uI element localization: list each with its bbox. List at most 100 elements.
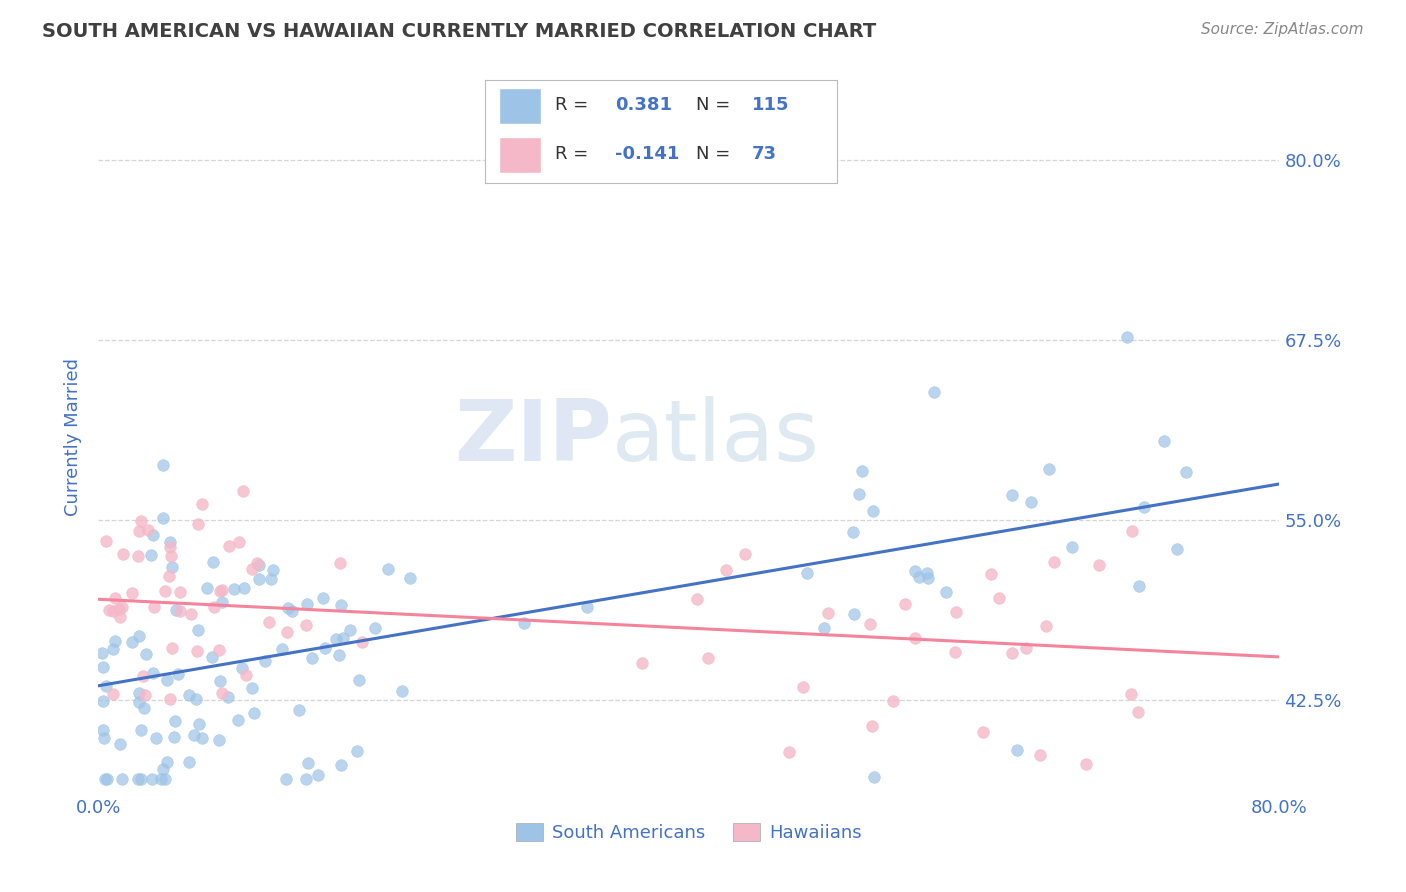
Point	[135, 647, 157, 661]
Point	[111, 547, 134, 561]
Point	[1001, 488, 1024, 502]
Point	[295, 597, 318, 611]
Point	[211, 582, 233, 597]
Point	[274, 772, 297, 787]
Point	[576, 599, 599, 614]
Point	[1128, 579, 1150, 593]
Point	[844, 607, 866, 621]
Point	[325, 632, 347, 646]
Point	[734, 547, 756, 561]
Point	[276, 624, 298, 639]
Point	[101, 604, 124, 618]
Point	[347, 673, 370, 687]
Text: R =: R =	[555, 145, 595, 162]
Point	[128, 629, 150, 643]
Point	[156, 756, 179, 770]
Point	[247, 558, 270, 573]
Point	[136, 523, 159, 537]
Point	[922, 385, 945, 400]
Text: SOUTH AMERICAN VS HAWAIIAN CURRENTLY MARRIED CORRELATION CHART: SOUTH AMERICAN VS HAWAIIAN CURRENTLY MAR…	[42, 22, 876, 41]
Point	[150, 772, 173, 787]
Point	[1119, 687, 1142, 701]
Point	[232, 484, 254, 499]
Text: R =: R =	[555, 96, 595, 114]
Point	[243, 706, 266, 721]
Point	[111, 600, 134, 615]
Point	[277, 601, 299, 615]
Point	[132, 669, 155, 683]
Point	[851, 464, 873, 478]
Point	[1121, 524, 1143, 539]
Point	[1038, 462, 1060, 476]
Point	[195, 582, 218, 596]
Point	[142, 600, 165, 615]
Point	[97, 603, 120, 617]
Point	[254, 654, 277, 668]
Point	[512, 616, 534, 631]
Text: Source: ZipAtlas.com: Source: ZipAtlas.com	[1201, 22, 1364, 37]
Point	[894, 598, 917, 612]
Point	[156, 673, 179, 687]
Point	[142, 528, 165, 542]
Point	[159, 692, 181, 706]
Point	[94, 679, 117, 693]
Point	[165, 603, 187, 617]
Point	[128, 695, 150, 709]
Point	[101, 641, 124, 656]
Point	[187, 623, 209, 637]
Point	[330, 599, 353, 613]
Point	[141, 772, 163, 787]
Point	[842, 524, 865, 539]
Point	[295, 618, 318, 632]
Point	[128, 524, 150, 538]
Point	[208, 674, 231, 689]
Point	[796, 566, 818, 581]
Point	[208, 643, 231, 657]
Point	[398, 571, 420, 585]
Point	[288, 703, 311, 717]
Point	[363, 621, 385, 635]
Point	[211, 686, 233, 700]
Point	[917, 571, 939, 585]
Point	[101, 687, 124, 701]
Point	[329, 556, 352, 570]
Point	[233, 582, 256, 596]
Point	[155, 584, 177, 599]
Point	[152, 510, 174, 524]
Point	[1015, 640, 1038, 655]
Text: N =: N =	[696, 96, 735, 114]
Point	[169, 604, 191, 618]
Point	[110, 738, 132, 752]
Point	[859, 616, 882, 631]
Point	[295, 772, 318, 787]
Point	[209, 584, 232, 599]
Point	[121, 586, 143, 600]
Point	[152, 762, 174, 776]
Point	[882, 693, 904, 707]
Point	[226, 714, 249, 728]
Point	[91, 659, 114, 673]
Point	[217, 690, 239, 704]
Point	[96, 772, 118, 787]
Point	[108, 601, 131, 615]
Point	[231, 661, 253, 675]
Point	[778, 745, 800, 759]
Point	[184, 691, 207, 706]
Text: 115: 115	[752, 96, 790, 114]
Point	[297, 756, 319, 771]
Point	[228, 535, 250, 549]
Point	[131, 514, 153, 528]
Point	[848, 486, 870, 500]
Point	[257, 615, 280, 629]
Point	[179, 755, 201, 769]
Point	[686, 592, 709, 607]
Point	[377, 562, 399, 576]
Point	[134, 688, 156, 702]
Point	[270, 641, 292, 656]
Point	[1133, 500, 1156, 514]
Point	[332, 632, 354, 646]
Point	[980, 567, 1002, 582]
Point	[142, 666, 165, 681]
Point	[312, 591, 335, 605]
Point	[160, 549, 183, 564]
